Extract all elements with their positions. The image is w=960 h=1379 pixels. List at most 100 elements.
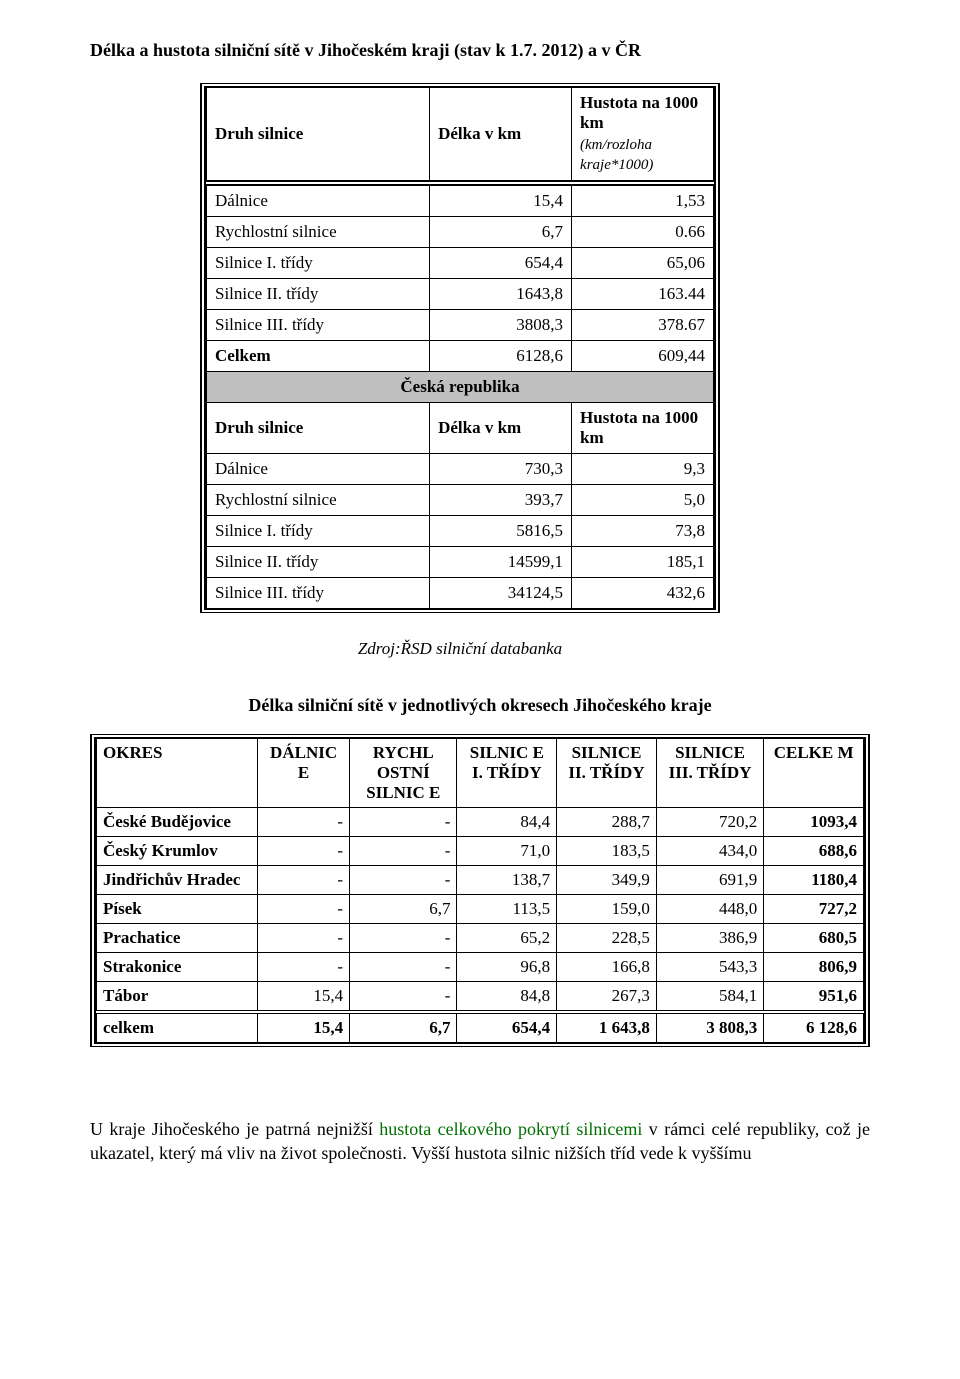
- t2-header: DÁLNIC E: [258, 738, 350, 807]
- table-row-value: -: [258, 952, 350, 981]
- t2-header: SILNICE II. TŘÍDY: [557, 738, 657, 807]
- table-row-value: -: [350, 807, 457, 836]
- table-row-value: 0.66: [572, 216, 714, 247]
- table-row-value: 113,5: [457, 894, 557, 923]
- table-row-value: 159,0: [557, 894, 657, 923]
- table-road-density: Druh silnice Délka v km Hustota na 1000 …: [200, 83, 720, 613]
- table-row-label: Rychlostní silnice: [207, 216, 430, 247]
- table-row-label: Písek: [97, 894, 258, 923]
- t1-subhead: Česká republika: [207, 371, 714, 402]
- table-row-value: 14599,1: [430, 546, 572, 577]
- table-row-value: 71,0: [457, 836, 557, 865]
- table-row-value: 543,3: [656, 952, 763, 981]
- table2-title: Délka silniční sítě v jednotlivých okres…: [90, 695, 870, 716]
- table-row-label: Silnice II. třídy: [207, 546, 430, 577]
- table-total-value: 6 128,6: [764, 1012, 864, 1043]
- t1-header-col3: Hustota na 1000 km (km/rozloha kraje*100…: [572, 88, 714, 183]
- table-total-value: 15,4: [258, 1012, 350, 1043]
- source-citation: Zdroj:ŘSD silniční databanka: [200, 639, 720, 659]
- table-row-value: -: [350, 952, 457, 981]
- table-row-value: 730,3: [430, 453, 572, 484]
- table-row-value: 185,1: [572, 546, 714, 577]
- table-row-value: -: [258, 894, 350, 923]
- table-row-value: 5,0: [572, 484, 714, 515]
- table-row-value: 84,4: [457, 807, 557, 836]
- table-row-value: 584,1: [656, 981, 763, 1012]
- table-row-value: 73,8: [572, 515, 714, 546]
- table-row-value: 228,5: [557, 923, 657, 952]
- table-row-label: Dálnice: [207, 453, 430, 484]
- t2-header: RYCHL OSTNÍ SILNIC E: [350, 738, 457, 807]
- t1-header2-col3: Hustota na 1000 km: [572, 402, 714, 453]
- table-row-label: České Budějovice: [97, 807, 258, 836]
- table-row-value: 1,53: [572, 183, 714, 217]
- table-row-value: 9,3: [572, 453, 714, 484]
- table-total-label: celkem: [97, 1012, 258, 1043]
- table-row-value: 727,2: [764, 894, 864, 923]
- table-row-value: 951,6: [764, 981, 864, 1012]
- table-row-value: 288,7: [557, 807, 657, 836]
- table-row-value: 393,7: [430, 484, 572, 515]
- table-row-value: 432,6: [572, 577, 714, 608]
- footer-text-1: U kraje Jihočeského je patrná nejnižší: [90, 1119, 379, 1139]
- table-row-value: 806,9: [764, 952, 864, 981]
- t1-header-col3-line1: Hustota na 1000 km: [580, 93, 698, 132]
- table-row-value: 6,7: [430, 216, 572, 247]
- table-row-value: 691,9: [656, 865, 763, 894]
- t2-header: SILNIC E I. TŘÍDY: [457, 738, 557, 807]
- t1-header-col3-line2: (km/rozloha kraje*1000): [580, 137, 653, 173]
- table-row-value: 448,0: [656, 894, 763, 923]
- table-total-value: 3 808,3: [656, 1012, 763, 1043]
- table-row-value: -: [258, 923, 350, 952]
- t2-header: OKRES: [97, 738, 258, 807]
- t1-header2-col1: Druh silnice: [207, 402, 430, 453]
- table-row-value: 434,0: [656, 836, 763, 865]
- table-row-value: 1093,4: [764, 807, 864, 836]
- table-row-label: Rychlostní silnice: [207, 484, 430, 515]
- table-row-label: Silnice II. třídy: [207, 278, 430, 309]
- t2-header: CELKE M: [764, 738, 864, 807]
- table-row-label: Celkem: [207, 340, 430, 371]
- table-row-value: 5816,5: [430, 515, 572, 546]
- table-row-value: -: [350, 836, 457, 865]
- table-row-value: 6128,6: [430, 340, 572, 371]
- footer-paragraph: U kraje Jihočeského je patrná nejnižší h…: [90, 1117, 870, 1166]
- table-row-value: -: [350, 865, 457, 894]
- table-row-value: 65,2: [457, 923, 557, 952]
- table-row-value: -: [258, 836, 350, 865]
- table-row-label: Silnice III. třídy: [207, 577, 430, 608]
- table-row-value: 34124,5: [430, 577, 572, 608]
- table-row-value: 688,6: [764, 836, 864, 865]
- table-row-value: 15,4: [258, 981, 350, 1012]
- table-total-value: 654,4: [457, 1012, 557, 1043]
- table-row-label: Silnice I. třídy: [207, 247, 430, 278]
- table-row-value: -: [258, 807, 350, 836]
- table-row-label: Tábor: [97, 981, 258, 1012]
- table-row-value: -: [350, 923, 457, 952]
- t2-header: SILNICE III. TŘÍDY: [656, 738, 763, 807]
- table-total-value: 6,7: [350, 1012, 457, 1043]
- t1-header-col2: Délka v km: [430, 88, 572, 183]
- table-row-value: 609,44: [572, 340, 714, 371]
- table-row-value: 720,2: [656, 807, 763, 836]
- table-row-value: -: [258, 865, 350, 894]
- table-row-value: 84,8: [457, 981, 557, 1012]
- table-row-value: 654,4: [430, 247, 572, 278]
- table-row-value: 6,7: [350, 894, 457, 923]
- table-row-value: -: [350, 981, 457, 1012]
- table-row-value: 183,5: [557, 836, 657, 865]
- table-row-label: Silnice III. třídy: [207, 309, 430, 340]
- table-row-value: 163.44: [572, 278, 714, 309]
- table-row-value: 96,8: [457, 952, 557, 981]
- table-road-by-district: OKRESDÁLNIC ERYCHL OSTNÍ SILNIC ESILNIC …: [90, 734, 870, 1047]
- table-row-label: Strakonice: [97, 952, 258, 981]
- t1-header2-col2: Délka v km: [430, 402, 572, 453]
- t1-header-col1: Druh silnice: [207, 88, 430, 183]
- table-row-value: 1180,4: [764, 865, 864, 894]
- table-row-value: 680,5: [764, 923, 864, 952]
- table-row-label: Jindřichův Hradec: [97, 865, 258, 894]
- table-row-value: 15,4: [430, 183, 572, 217]
- table-row-value: 65,06: [572, 247, 714, 278]
- table-row-value: 1643,8: [430, 278, 572, 309]
- table-row-label: Prachatice: [97, 923, 258, 952]
